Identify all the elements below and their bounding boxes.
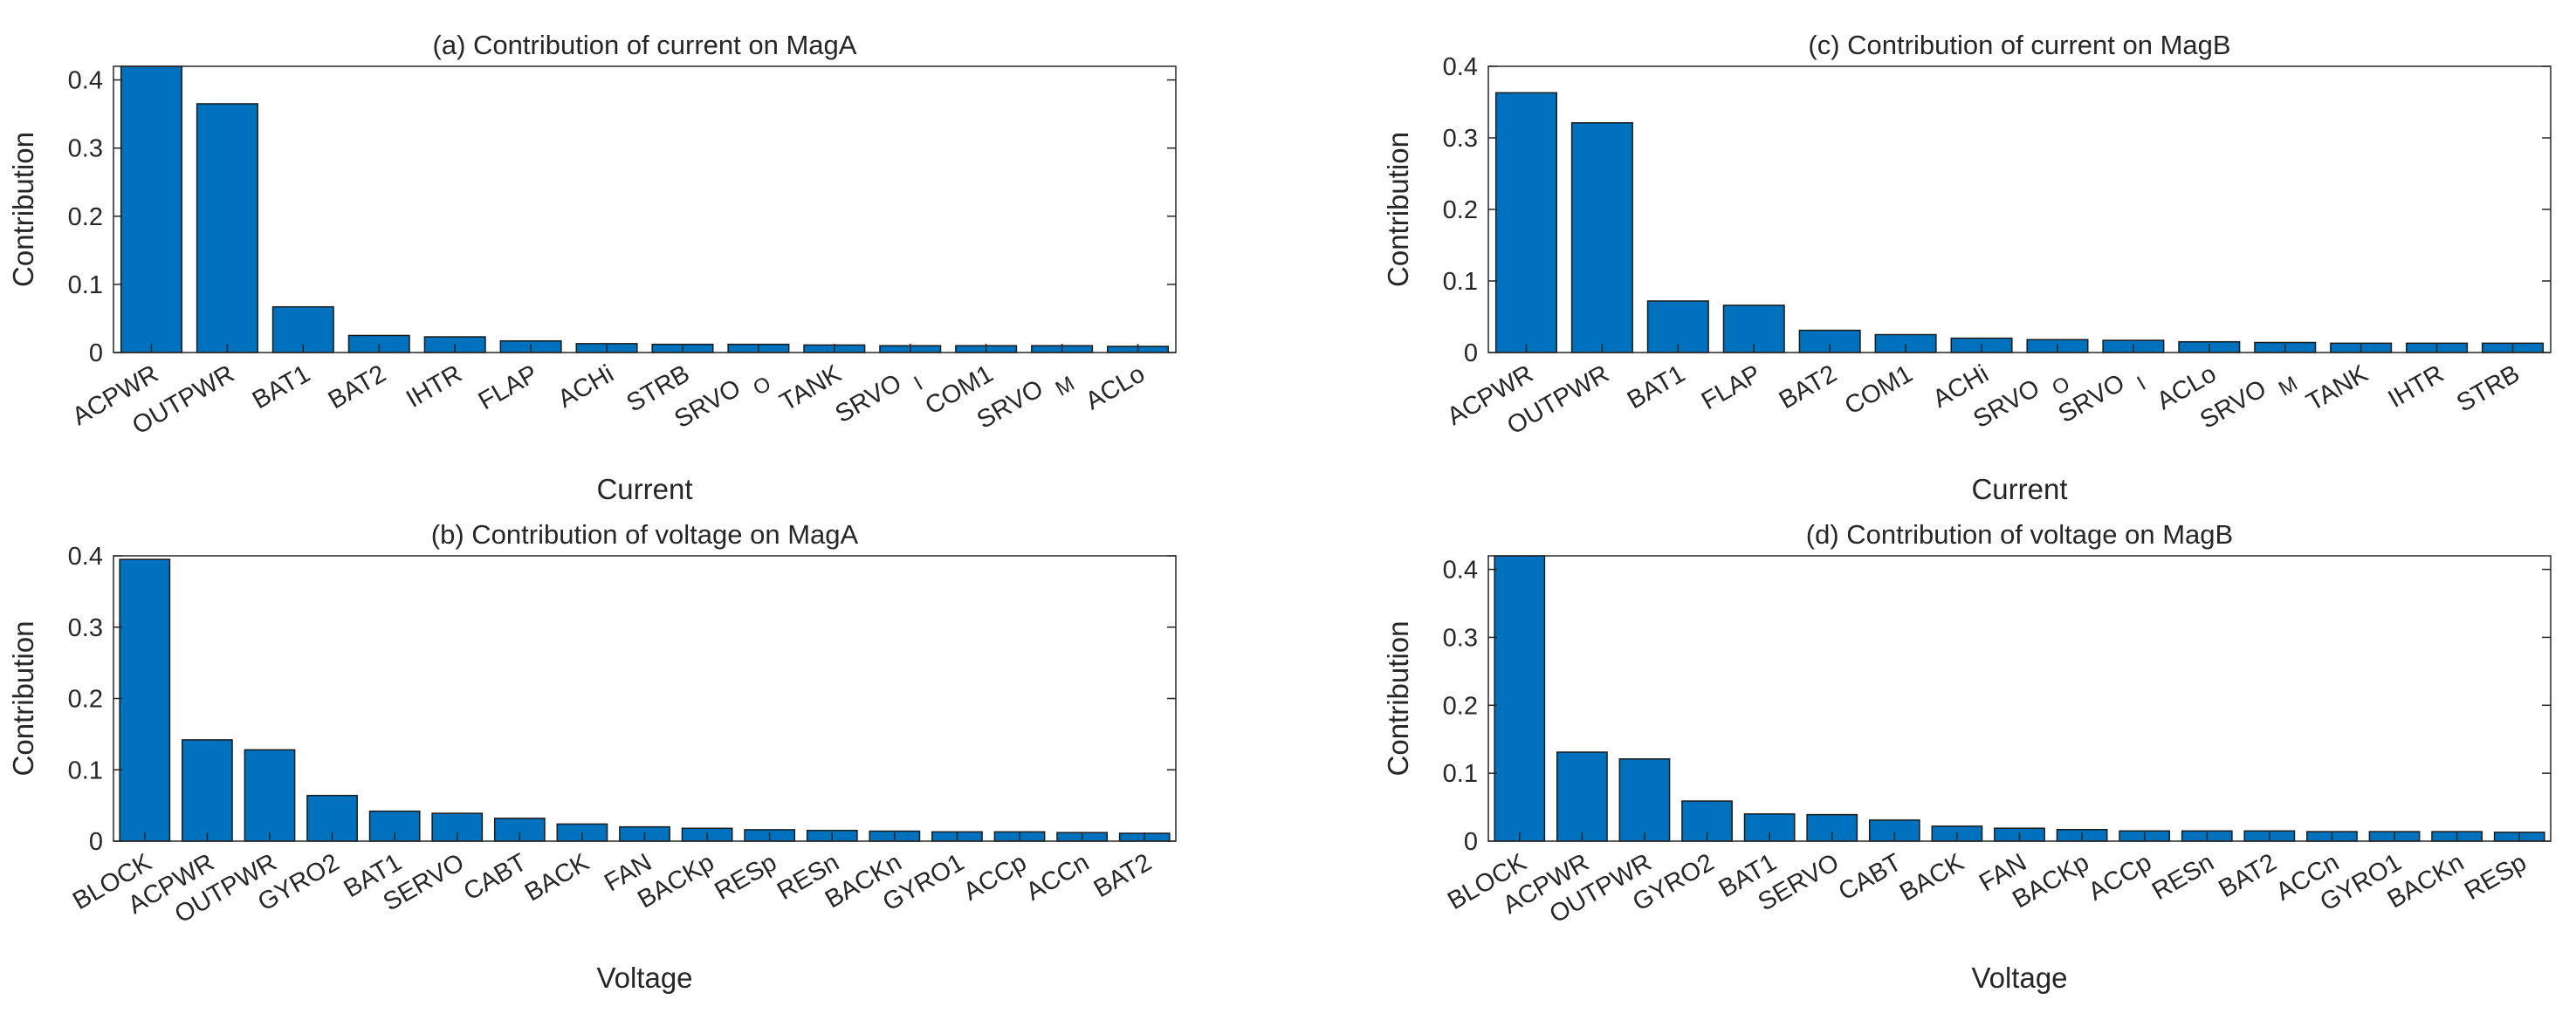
bar-outpwr [244, 749, 296, 842]
y-tick-label: 0.3 [68, 135, 103, 163]
y-tick-label: 0.2 [1443, 692, 1478, 720]
x-axis-label: Current [596, 473, 692, 505]
y-tick-label: 0.4 [68, 543, 103, 571]
bars [119, 558, 1171, 842]
panel-title: (d) Contribution of voltage on MagB [1806, 519, 2233, 550]
axes-frame [1487, 65, 2552, 353]
panel-title: (c) Contribution of current on MagB [1808, 30, 2230, 60]
y-tick-label: 0.1 [1443, 268, 1478, 296]
y-tick-label: 0.1 [1443, 760, 1478, 788]
y-tick-label: 0.3 [1443, 125, 1478, 153]
y-tick-label: 0 [89, 828, 103, 856]
y-ticks: 0 0.1 0.2 0.3 0.4 [68, 67, 1176, 367]
y-axis-label: Contribution [7, 621, 39, 777]
y-ticks: 0 0.1 0.2 0.3 0.4 [1443, 557, 2551, 856]
y-tick-label: 0 [1464, 828, 1478, 856]
y-ticks: 0 0.1 0.2 0.3 0.4 [68, 543, 1176, 856]
y-tick-label: 0.3 [1443, 624, 1478, 652]
bar-acpwr [120, 65, 182, 353]
axes-frame [113, 555, 1177, 842]
bar-outpwr [1570, 122, 1633, 353]
panel-title: (a) Contribution of current on MagA [433, 30, 857, 60]
bar-acpwr [1494, 92, 1557, 353]
y-tick-label: 0.4 [1443, 557, 1478, 585]
bar-bat1 [1646, 300, 1709, 353]
y-tick-label: 0.4 [68, 67, 103, 95]
y-ticks: 0 0.1 0.2 0.3 0.4 [1443, 53, 2551, 367]
bar-outpwr [1618, 758, 1671, 842]
y-axis-label: Contribution [1382, 621, 1414, 777]
axes-frame [113, 65, 1177, 353]
bar-acpwr [1556, 751, 1608, 842]
x-axis-label: Voltage [1971, 962, 2067, 994]
x-axis-label: Voltage [596, 962, 692, 994]
y-tick-label: 0.2 [68, 203, 103, 231]
bar-acpwr [181, 739, 233, 842]
bar-outpwr [196, 103, 258, 353]
bar-block [119, 558, 171, 842]
bar-block [1494, 555, 1546, 842]
y-tick-label: 0.2 [1443, 196, 1478, 224]
y-tick-label: 0.2 [68, 686, 103, 714]
axes-frame [1487, 555, 2552, 842]
y-tick-label: 0 [1464, 339, 1478, 367]
panel-title: (b) Contribution of voltage on MagA [431, 519, 859, 550]
y-tick-label: 0.4 [1443, 53, 1478, 81]
x-axis-label: Current [1971, 473, 2067, 505]
y-tick-label: 0 [89, 339, 103, 367]
y-tick-label: 0.3 [68, 614, 103, 642]
y-tick-label: 0.1 [68, 757, 103, 784]
y-axis-label: Contribution [1382, 132, 1414, 287]
y-tick-label: 0.1 [68, 271, 103, 299]
y-axis-label: Contribution [7, 132, 39, 287]
